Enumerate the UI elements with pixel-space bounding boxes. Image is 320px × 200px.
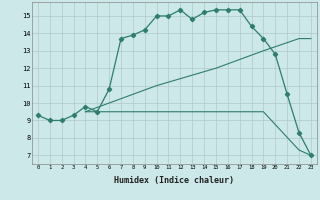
X-axis label: Humidex (Indice chaleur): Humidex (Indice chaleur): [115, 176, 234, 185]
